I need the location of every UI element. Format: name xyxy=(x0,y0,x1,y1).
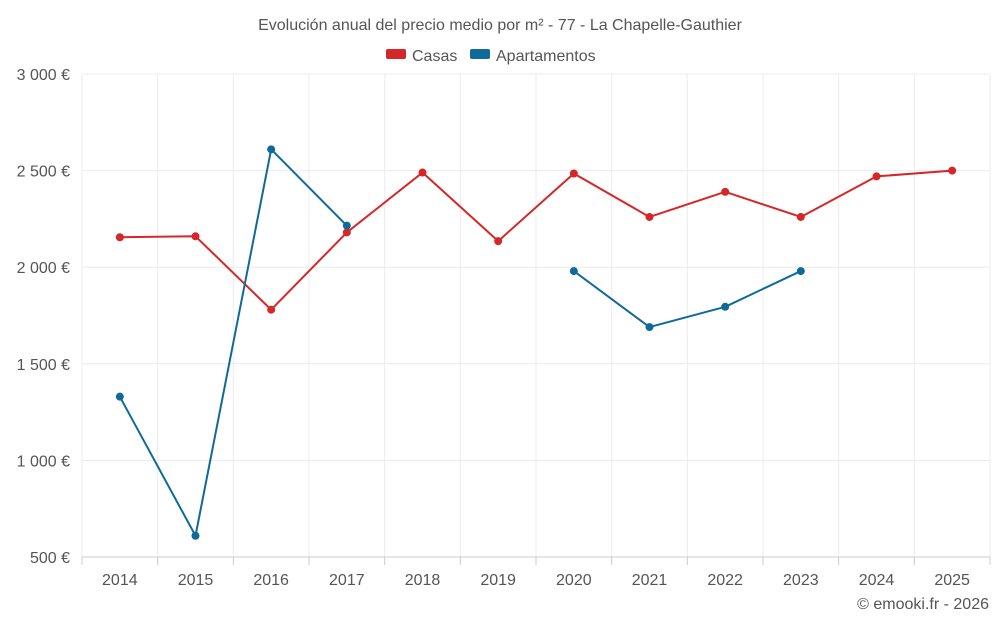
series-casas xyxy=(115,166,957,314)
y-tick-label: 1 500 € xyxy=(17,357,70,374)
x-tick-label-2014: 2014 xyxy=(102,572,138,589)
x-axis-ticks: 2014 2015 2016 2017 2018 2019 2020 2021 2022 2023… xyxy=(102,572,970,589)
y-tick-label: 2 000 € xyxy=(17,260,70,277)
data-point-casas-2019 xyxy=(494,237,503,246)
credit-text: © emooki.fr - 2026 xyxy=(857,596,989,613)
x-tick-label-2025: 2025 xyxy=(934,572,970,589)
x-tick-label-2015: 2015 xyxy=(178,572,214,589)
legend: Casas Apartamentos xyxy=(386,48,596,65)
legend-swatch-casas[interactable] xyxy=(386,49,406,59)
data-point-casas-2022 xyxy=(721,187,730,196)
series-line-casas xyxy=(119,169,953,311)
data-point-apartamentos-2015 xyxy=(191,531,200,540)
series-apartamentos xyxy=(115,145,805,540)
series-line-apartamentos xyxy=(118,148,348,537)
data-point-casas-2021 xyxy=(645,212,654,221)
data-point-casas-2014 xyxy=(115,233,124,242)
data-point-apartamentos-2023 xyxy=(796,267,805,276)
y-tick-label: 2 500 € xyxy=(17,164,70,181)
x-tick-label-2020: 2020 xyxy=(556,572,592,589)
data-point-apartamentos-2017 xyxy=(342,221,351,230)
x-tick-label-2016: 2016 xyxy=(253,572,289,589)
data-point-casas-2015 xyxy=(191,232,200,241)
x-gridlines xyxy=(81,74,991,565)
x-tick-label-2017: 2017 xyxy=(329,572,365,589)
data-point-apartamentos-2020 xyxy=(569,267,578,276)
series-layer xyxy=(115,145,957,540)
data-point-apartamentos-2021 xyxy=(645,323,654,332)
data-point-casas-2016 xyxy=(267,305,276,314)
x-tick-label-2018: 2018 xyxy=(405,572,441,589)
x-tick-label-2021: 2021 xyxy=(632,572,668,589)
chart-title: Evolución anual del precio medio por m² … xyxy=(258,17,742,34)
x-tick-label-2022: 2022 xyxy=(707,572,743,589)
data-point-casas-2020 xyxy=(569,169,578,178)
series-line-apartamentos xyxy=(573,270,802,329)
data-point-casas-2023 xyxy=(796,212,805,221)
y-tick-label: 3 000 € xyxy=(17,67,70,84)
data-point-casas-2025 xyxy=(948,166,957,175)
y-tick-label: 500 € xyxy=(30,550,70,567)
data-point-apartamentos-2022 xyxy=(721,302,730,311)
data-point-casas-2017 xyxy=(342,228,351,237)
y-axis-ticks: 500 € 1 000 € 1 500 € 2 000 € 2 500 € 3 000 € xyxy=(17,67,70,567)
data-point-apartamentos-2016 xyxy=(267,145,276,154)
y-tick-label: 1 000 € xyxy=(17,453,70,470)
x-tick-label-2019: 2019 xyxy=(480,572,516,589)
legend-label-casas[interactable]: Casas xyxy=(412,48,457,65)
legend-label-apartamentos[interactable]: Apartamentos xyxy=(496,48,596,65)
legend-swatch-apartamentos[interactable] xyxy=(470,49,490,59)
data-point-apartamentos-2014 xyxy=(115,392,124,401)
data-point-casas-2018 xyxy=(418,168,427,177)
x-tick-label-2023: 2023 xyxy=(783,572,819,589)
x-tick-label-2024: 2024 xyxy=(859,572,895,589)
data-point-casas-2024 xyxy=(872,172,881,181)
